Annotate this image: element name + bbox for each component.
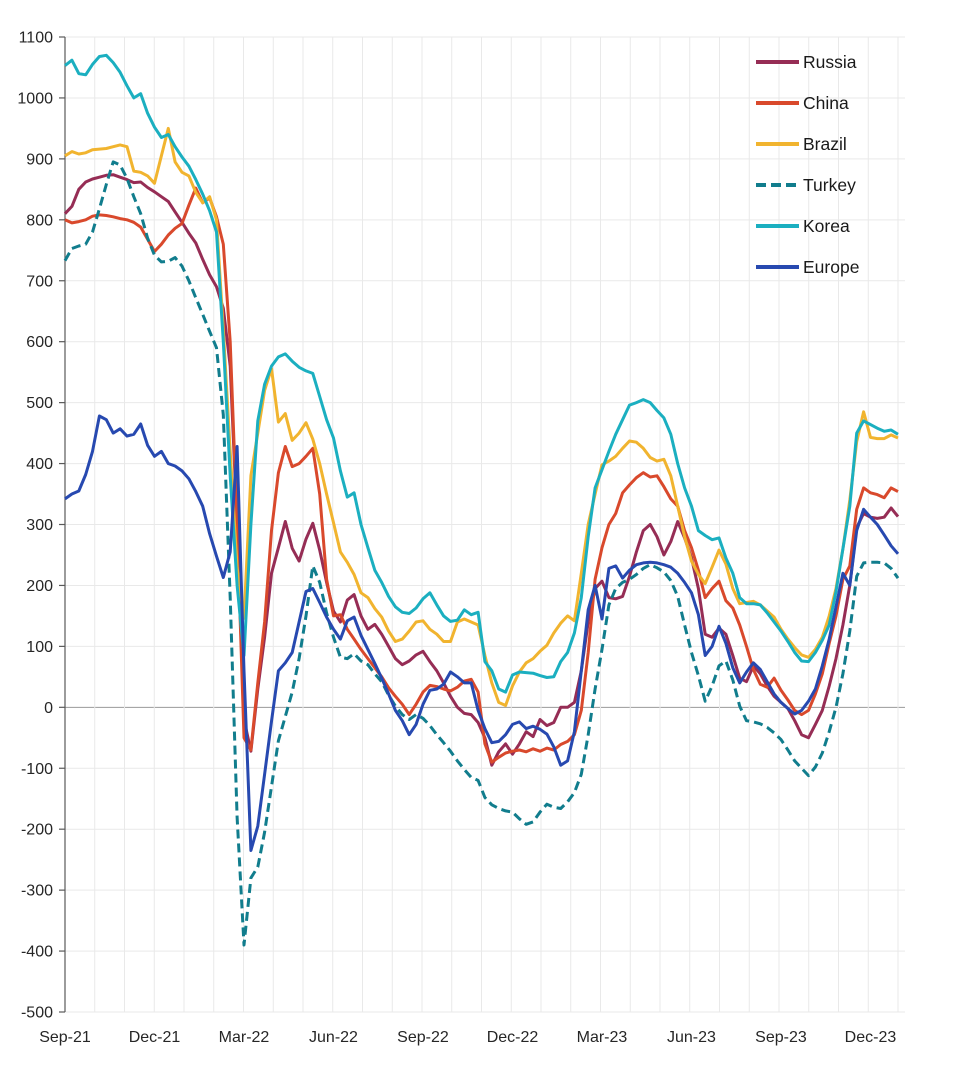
x-axis-labels: Sep-21 Dec-21 Mar-22 Jun-22 Sep-22 Dec-22 Mar-… <box>39 1029 896 1046</box>
y-axis-label: 300 <box>26 517 53 534</box>
x-axis-label: Dec-22 <box>487 1029 539 1046</box>
legend-label-turkey: Turkey <box>803 175 856 195</box>
legend-item-turkey: Turkey <box>756 175 856 195</box>
y-axis-label: 600 <box>26 334 53 351</box>
series-line-russia <box>63 173 900 767</box>
legend-label-russia: Russia <box>803 52 857 72</box>
x-axis-label: Mar-23 <box>577 1029 628 1046</box>
legend-label-china: China <box>803 93 849 113</box>
y-axis-label: -100 <box>21 761 53 778</box>
y-axis-label: 900 <box>26 151 53 168</box>
y-axis-label: 100 <box>26 639 53 656</box>
x-axis-label: Dec-23 <box>845 1029 897 1046</box>
series-line-turkey <box>63 160 900 947</box>
y-axis-label: 500 <box>26 395 53 412</box>
legend-label-europe: Europe <box>803 257 859 277</box>
legend: Russia China Brazil Turkey Korea Europe <box>756 52 859 277</box>
x-gridlines <box>94 37 899 1012</box>
x-axis-label: Sep-23 <box>755 1029 807 1046</box>
legend-item-russia: Russia <box>756 52 857 72</box>
x-axis-label: Sep-22 <box>397 1029 449 1046</box>
legend-item-korea: Korea <box>756 216 850 236</box>
y-axis-label: 0 <box>44 700 53 717</box>
x-axis-label: Sep-21 <box>39 1029 91 1046</box>
y-gridlines <box>65 36 905 1013</box>
legend-item-brazil: Brazil <box>756 134 847 154</box>
y-axis-label: 200 <box>26 578 53 595</box>
legend-label-korea: Korea <box>803 216 850 236</box>
series-line-europe <box>64 414 900 852</box>
x-axis-label: Jun-23 <box>667 1029 716 1046</box>
x-axis-label: Jun-22 <box>309 1029 358 1046</box>
y-axis-label: 800 <box>26 212 53 229</box>
y-axis-label: -400 <box>21 944 53 961</box>
y-axis-label: 400 <box>26 456 53 473</box>
y-axis-label: -300 <box>21 883 53 900</box>
y-axis-label: -500 <box>21 1005 53 1022</box>
x-axis-label: Dec-21 <box>129 1029 181 1046</box>
legend-item-china: China <box>756 93 849 113</box>
series-lines <box>63 53 900 947</box>
y-axis-label: 700 <box>26 273 53 290</box>
y-axis-label: 1000 <box>17 90 53 107</box>
y-axis-label: -200 <box>21 822 53 839</box>
x-axis-label: Mar-22 <box>219 1029 270 1046</box>
y-axis-label: 1100 <box>19 30 54 47</box>
series-line-korea <box>64 53 899 694</box>
y-axis-ticks: -500 -400 -300 -200 -100 0 100 200 300 400 500 600 7… <box>17 30 65 1022</box>
legend-item-europe: Europe <box>756 257 859 277</box>
legend-label-brazil: Brazil <box>803 134 847 154</box>
